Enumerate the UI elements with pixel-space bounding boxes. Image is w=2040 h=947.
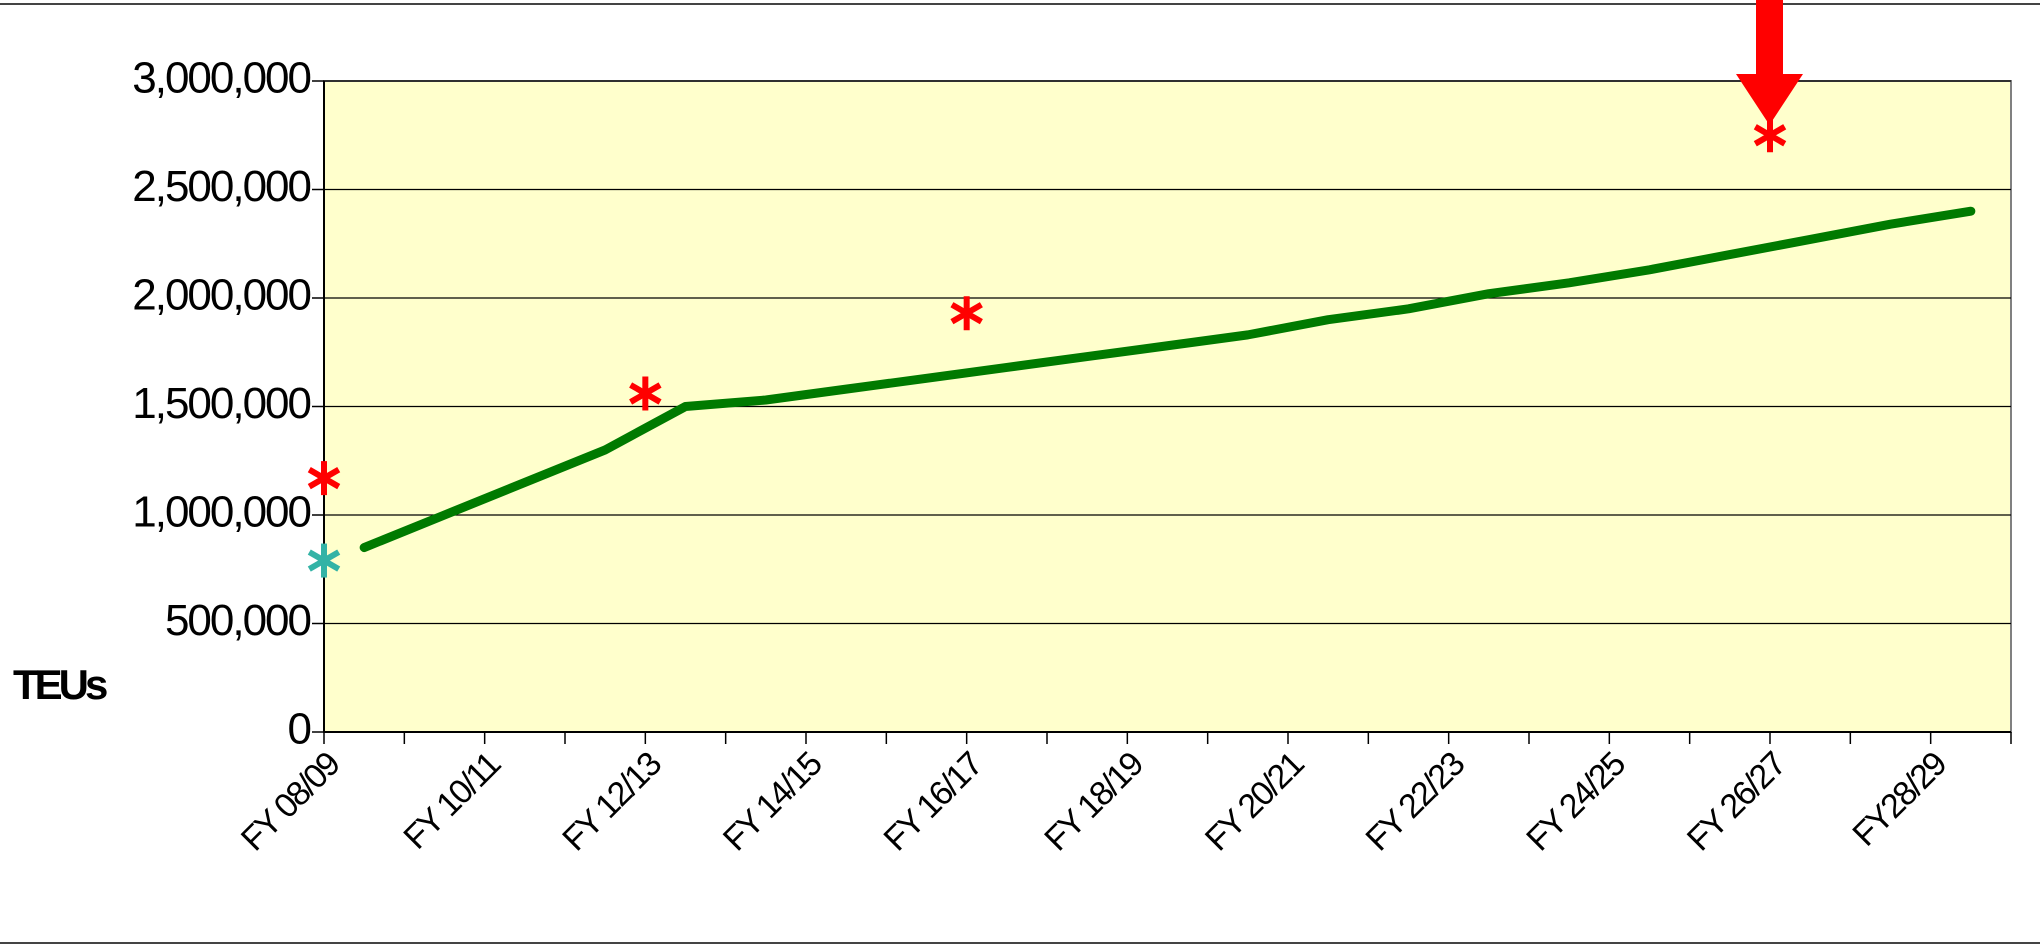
x-tick-label: FY28/29 — [1845, 745, 1954, 854]
y-tick-label: 2,000,000 — [132, 271, 310, 320]
x-tick-label: FY 10/11 — [396, 745, 508, 857]
y-tick-label: 0 — [288, 705, 311, 754]
x-tick-label: FY 26/27 — [1680, 745, 1793, 858]
asterisk-marker — [629, 376, 662, 411]
x-tick-label: FY 18/19 — [1037, 745, 1150, 858]
asterisk-marker — [950, 296, 983, 331]
annotation-arrow — [1736, 0, 1803, 125]
line-series — [359, 206, 1976, 553]
y-tick-label: 1,500,000 — [132, 379, 310, 428]
asterisk-stroke — [307, 549, 341, 572]
y-tick-label: 3,000,000 — [132, 54, 310, 103]
y-tick-label: 1,000,000 — [132, 488, 310, 537]
x-tick-label: FY 12/13 — [555, 745, 668, 858]
x-tick-label: FY 08/09 — [234, 745, 347, 858]
x-tick-label: FY 14/15 — [716, 745, 829, 858]
asterisk-stroke — [1753, 124, 1787, 147]
asterisk-marker — [307, 461, 341, 496]
x-tick-label: FY 16/17 — [877, 745, 990, 858]
asterisk-stroke — [950, 302, 983, 325]
y-tick-label: 2,500,000 — [132, 162, 310, 211]
x-tick-label: FY 22/23 — [1359, 745, 1472, 858]
x-tick-label: FY 20/21 — [1198, 745, 1311, 858]
asterisk-marker — [307, 543, 341, 578]
asterisk-stroke — [307, 467, 341, 490]
x-tick-label: FY 24/25 — [1519, 745, 1632, 858]
asterisk-stroke — [629, 382, 662, 405]
y-axis-label: TEUs — [13, 661, 107, 708]
y-tick-label: 500,000 — [165, 596, 311, 645]
